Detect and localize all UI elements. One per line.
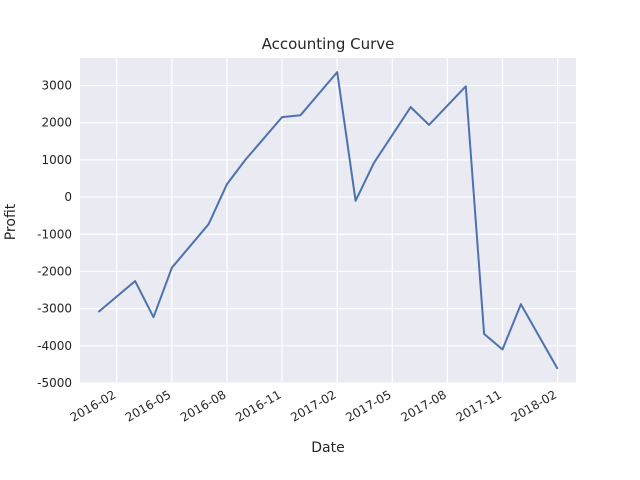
x-axis-label: Date xyxy=(311,440,344,456)
plot-area xyxy=(80,58,576,383)
y-tick-label: -2000 xyxy=(37,264,72,278)
chart-title: Accounting Curve xyxy=(262,35,395,53)
x-tick-label: 2017-05 xyxy=(343,387,393,424)
y-tick-label: 0 xyxy=(64,190,72,204)
y-tick-label: 2000 xyxy=(41,116,72,130)
x-tick-label: 2017-11 xyxy=(454,387,504,424)
y-tick-label: 1000 xyxy=(41,153,72,167)
x-tick-label: 2018-02 xyxy=(509,387,559,424)
x-tick-label: 2017-02 xyxy=(288,387,338,424)
y-tick-label: -4000 xyxy=(37,339,72,353)
y-tick-label: -5000 xyxy=(37,376,72,390)
y-tick-label: -1000 xyxy=(37,227,72,241)
y-tick-label: 3000 xyxy=(41,79,72,93)
y-tick-label: -3000 xyxy=(37,302,72,316)
x-tick-label: 2017-08 xyxy=(398,387,448,424)
y-axis-label: Profit xyxy=(3,203,19,240)
x-tick-label: 2016-11 xyxy=(233,387,283,424)
x-tick-label: 2016-05 xyxy=(123,387,173,424)
x-tick-label: 2016-08 xyxy=(178,387,228,424)
x-tick-label: 2016-02 xyxy=(68,387,118,424)
data-line xyxy=(97,71,559,370)
